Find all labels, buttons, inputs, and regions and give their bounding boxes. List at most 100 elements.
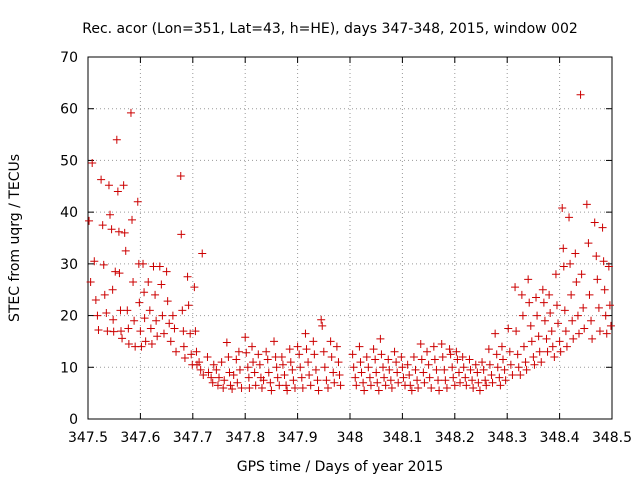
x-tick-label: 347.7	[173, 430, 213, 446]
data-point	[585, 290, 594, 299]
data-point	[385, 365, 394, 374]
data-point	[176, 171, 185, 180]
data-point	[559, 244, 568, 253]
data-point	[109, 315, 118, 324]
x-tick-labels: 347.5 347.6 347.7 347.8 347.9 348 348.1 348.2 34…	[68, 430, 632, 446]
data-point	[466, 365, 475, 374]
y-tick-label: 20	[60, 309, 78, 325]
data-point	[319, 347, 328, 356]
data-point	[228, 385, 237, 394]
data-point	[497, 342, 506, 351]
y-tick-label: 30	[60, 257, 78, 273]
data-point	[179, 327, 188, 336]
data-point	[301, 329, 310, 338]
data-point	[377, 350, 386, 359]
data-point	[129, 277, 138, 286]
data-point	[598, 223, 607, 232]
data-point	[144, 277, 153, 286]
data-point	[111, 267, 120, 276]
data-point	[592, 252, 601, 261]
data-point	[569, 334, 578, 343]
data-point	[225, 368, 234, 377]
data-point	[99, 260, 108, 269]
data-point	[384, 355, 393, 364]
x-tick-label: 347.6	[120, 430, 160, 446]
data-point	[139, 259, 148, 268]
data-point	[145, 306, 154, 315]
data-point	[438, 352, 447, 361]
x-tick-label: 347.5	[68, 430, 108, 446]
data-point	[458, 352, 467, 361]
data-point	[146, 324, 155, 333]
data-point	[508, 371, 517, 380]
data-point	[482, 381, 491, 390]
data-point	[135, 298, 144, 307]
data-point	[128, 215, 137, 224]
data-point	[155, 262, 164, 271]
data-point	[500, 365, 509, 374]
data-point	[606, 321, 615, 330]
data-point	[554, 319, 563, 328]
data-point	[593, 275, 602, 284]
data-point	[233, 378, 242, 387]
data-point	[283, 386, 292, 395]
data-point	[355, 342, 364, 351]
data-point	[106, 210, 115, 219]
data-point	[172, 347, 181, 356]
data-point	[141, 337, 150, 346]
data-point	[588, 334, 597, 343]
data-point	[534, 332, 543, 341]
data-point	[546, 308, 555, 317]
data-point	[97, 175, 106, 184]
data-point	[298, 383, 307, 392]
data-point	[108, 285, 117, 294]
data-points	[85, 90, 615, 395]
data-point	[293, 342, 302, 351]
data-point	[427, 383, 436, 392]
data-point	[133, 197, 142, 206]
data-point	[336, 381, 345, 390]
data-point	[413, 376, 422, 385]
data-point	[241, 333, 250, 342]
chart-title: Rec. acor (Lon=351, Lat=43, h=HE), days …	[82, 21, 578, 37]
data-point	[117, 327, 126, 336]
data-point	[195, 358, 204, 367]
y-tick-label: 40	[60, 205, 78, 221]
data-point	[380, 373, 389, 382]
data-point	[481, 376, 490, 385]
data-point	[290, 383, 299, 392]
data-point	[432, 365, 441, 374]
data-point	[357, 368, 366, 377]
data-point	[296, 363, 305, 372]
data-point	[326, 337, 335, 346]
data-point	[462, 381, 471, 390]
data-point	[605, 301, 614, 310]
data-point	[574, 329, 583, 338]
data-point	[334, 358, 343, 367]
data-point	[506, 360, 515, 369]
data-point	[348, 350, 357, 359]
data-point	[314, 386, 323, 395]
x-tick-label: 348	[337, 430, 364, 446]
data-point	[275, 381, 284, 390]
data-point	[166, 337, 175, 346]
data-point	[104, 181, 113, 190]
data-point	[215, 373, 223, 382]
data-point	[366, 381, 375, 390]
y-tick-label: 10	[60, 360, 78, 376]
data-point	[555, 337, 564, 346]
x-tick-label: 348.4	[540, 430, 580, 446]
data-point	[479, 365, 488, 374]
data-point	[264, 368, 273, 377]
data-point	[499, 355, 508, 364]
data-point	[537, 358, 546, 367]
data-point	[113, 187, 122, 196]
data-point	[582, 200, 591, 209]
data-point	[289, 376, 298, 385]
data-point	[242, 348, 251, 357]
data-point	[119, 181, 128, 190]
data-point	[270, 337, 279, 346]
data-point	[565, 213, 574, 222]
data-point	[278, 360, 287, 369]
data-point	[525, 298, 534, 307]
